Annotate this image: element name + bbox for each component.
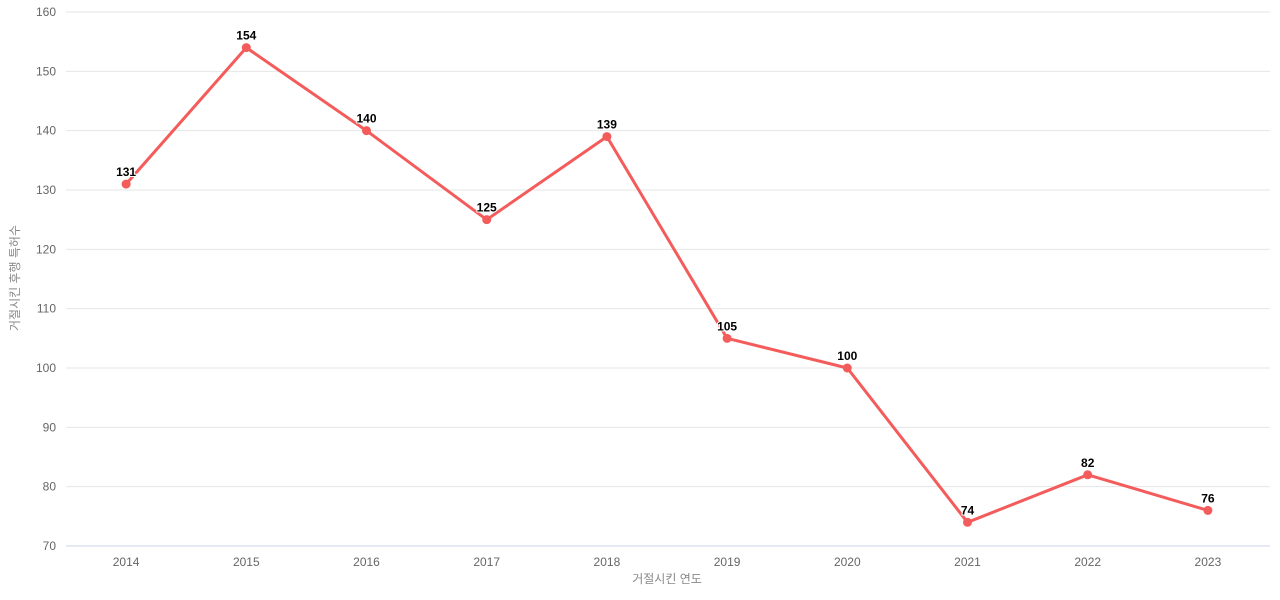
x-tick-label: 2020	[834, 555, 861, 569]
data-point-label: 125	[477, 201, 497, 215]
y-tick-label: 80	[43, 480, 57, 494]
data-point[interactable]	[1083, 470, 1093, 480]
x-tick-label: 2021	[954, 555, 981, 569]
x-tick-label: 2019	[714, 555, 741, 569]
data-point[interactable]	[722, 333, 732, 343]
data-point-label: 131	[116, 165, 136, 179]
data-point[interactable]	[121, 179, 131, 189]
data-point[interactable]	[482, 215, 492, 225]
data-point-label: 154	[236, 29, 256, 43]
data-point[interactable]	[1203, 505, 1213, 515]
gridlines	[66, 11, 1270, 547]
y-axis-tick-labels: 70 80 90 100 110 120 130 140 150 160	[36, 5, 56, 553]
y-tick-label: 130	[36, 183, 56, 197]
y-tick-label: 140	[36, 124, 56, 138]
data-point[interactable]	[362, 126, 371, 136]
y-tick-label: 100	[36, 361, 56, 375]
y-tick-label: 150	[36, 64, 56, 78]
series-line	[124, 46, 1210, 524]
y-tick-label: 90	[43, 420, 57, 434]
x-tick-label: 2017	[473, 555, 500, 569]
data-point[interactable]	[963, 517, 972, 527]
x-tick-label: 2015	[233, 555, 260, 569]
x-axis-title: 거절시킨 연도	[632, 572, 702, 586]
x-tick-label: 2023	[1195, 555, 1222, 569]
x-tick-label: 2022	[1074, 555, 1101, 569]
y-tick-label: 120	[36, 242, 56, 256]
y-tick-label: 110	[37, 302, 56, 316]
data-point-label: 82	[1081, 456, 1095, 470]
y-tick-label: 160	[36, 5, 56, 19]
data-point-label: 140	[356, 112, 376, 126]
x-tick-label: 2014	[113, 555, 140, 569]
x-tick-label: 2016	[353, 555, 380, 569]
data-labels: 131 154 140 125 139 105 100 74 82 76	[115, 28, 1216, 519]
data-point-label: 76	[1201, 491, 1215, 505]
data-point[interactable]	[842, 363, 852, 373]
series-markers	[121, 43, 1213, 527]
y-tick-label: 70	[43, 539, 57, 553]
x-axis-tick-labels: 2014 2015 2016 2017 2018 2019 2020 2021 2022 2023	[113, 555, 1222, 569]
data-point-label: 100	[837, 349, 857, 363]
data-point-label: 105	[717, 319, 737, 333]
data-point[interactable]	[241, 43, 251, 53]
data-point-label: 74	[961, 503, 975, 517]
y-axis-title: 거절시킨 후행 특허수	[7, 225, 22, 331]
data-point-label: 139	[597, 118, 617, 132]
data-point[interactable]	[602, 132, 612, 142]
x-tick-label: 2018	[594, 555, 621, 569]
